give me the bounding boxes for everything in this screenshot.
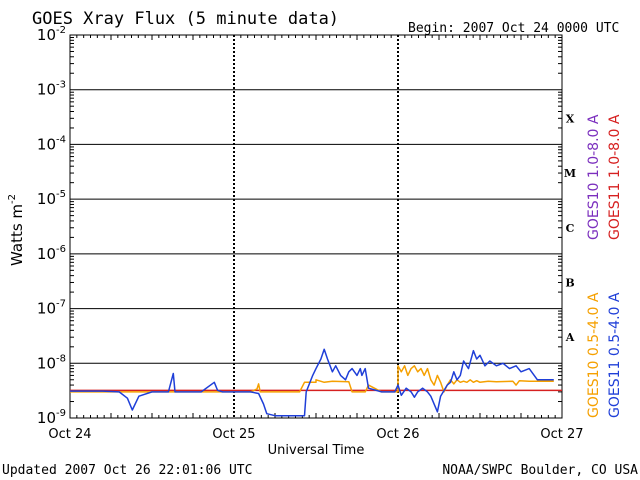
legend-label: GOES10 0.5-4.0 A xyxy=(586,292,602,418)
y-tick-label: 10-8 xyxy=(37,353,66,372)
legend-label: GOES11 1.0-8.0 A xyxy=(607,114,623,240)
y-tick-labels: 10-9 10-8 10-7 10-6 10-5 10-4 10-3 10-2 xyxy=(37,25,66,427)
x-tick-label: Oct 26 xyxy=(376,427,419,442)
svg-text:Watts m-2: Watts m-2 xyxy=(7,194,26,266)
x-tick-label: Oct 24 xyxy=(48,427,91,442)
flare-class-label: X xyxy=(566,112,575,125)
legend-label: GOES11 0.5-4.0 A xyxy=(607,292,623,418)
legend-item: GOES10 0.5-4.0 A xyxy=(586,292,602,418)
chart-title: GOES Xray Flux (5 minute data) xyxy=(32,9,339,29)
plot-area xyxy=(69,34,563,419)
x-tick-label: Oct 27 xyxy=(540,427,583,442)
x-axis-label: Universal Time xyxy=(268,443,365,458)
series-line xyxy=(70,348,554,417)
y-tick-label: 10-4 xyxy=(37,134,66,153)
y-axis-label-exp: -2 xyxy=(7,194,18,204)
flare-class-label: A xyxy=(565,331,575,344)
series-line xyxy=(70,365,554,393)
y-axis-label: Watts m-2 xyxy=(7,194,26,266)
flare-class-label: C xyxy=(566,222,575,235)
legend-item: GOES11 1.0-8.0 A xyxy=(607,114,623,240)
y-tick-label: 10-3 xyxy=(37,80,66,99)
y-tick-label: 10-6 xyxy=(37,244,66,263)
flare-class-labels: A B C M X xyxy=(564,112,576,344)
credit: NOAA/SWPC Boulder, CO USA xyxy=(442,463,638,478)
updated-time: Updated 2007 Oct 26 22:01:06 UTC xyxy=(2,463,252,478)
legend-item: GOES10 1.0-8.0 A xyxy=(586,114,602,240)
begin-time: Begin: 2007 Oct 24 0000 UTC xyxy=(408,21,619,36)
x-tick-label: Oct 25 xyxy=(212,427,255,442)
y-tick-label: 10-5 xyxy=(37,189,66,208)
legend-item: GOES11 0.5-4.0 A xyxy=(607,292,623,418)
x-tick-labels: Oct 24 Oct 25 Oct 26 Oct 27 xyxy=(48,427,583,442)
flare-class-label: M xyxy=(564,167,576,180)
flare-class-label: B xyxy=(565,276,574,289)
y-tick-label: 10-2 xyxy=(37,25,66,44)
y-tick-label: 10-9 xyxy=(37,408,66,427)
legend: GOES10 1.0-8.0 A GOES11 1.0-8.0 A GOES10 0… xyxy=(586,114,623,418)
plot-frame xyxy=(69,34,563,419)
y-tick-label: 10-7 xyxy=(37,299,66,318)
legend-label: GOES10 1.0-8.0 A xyxy=(586,114,602,240)
y-axis-label-main: Watts m xyxy=(8,204,26,266)
